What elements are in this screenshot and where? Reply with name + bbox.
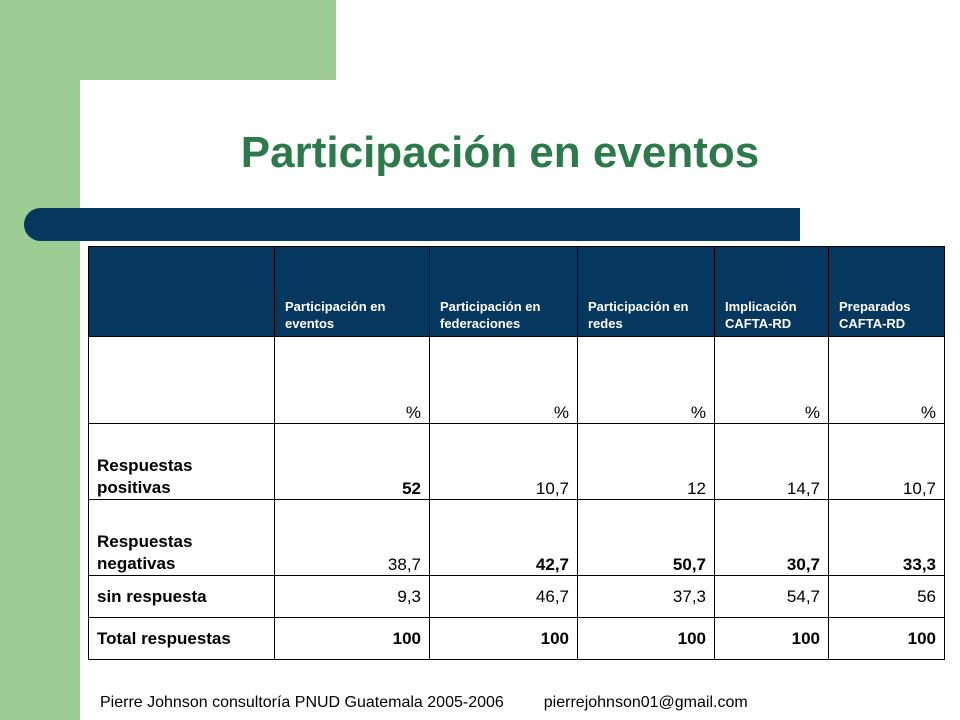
table-cell: 33,3 — [828, 499, 945, 577]
table-cell: 52 — [274, 422, 430, 501]
table-row: Respuestas negativas 38,7 42,7 50,7 30,7… — [88, 499, 945, 577]
row-label: sin respuesta — [88, 575, 275, 619]
table-cell: % — [429, 336, 578, 424]
table-row: sin respuesta 9,3 46,7 37,3 54,7 56 — [88, 575, 945, 619]
table-cell: 54,7 — [714, 575, 829, 619]
footer-credit: Pierre Johnson consultoría PNUD Guatemal… — [100, 694, 504, 711]
table-cell: % — [828, 336, 945, 424]
table-cell: 10,7 — [429, 422, 578, 501]
table-cell — [88, 336, 275, 424]
table-cell: 10,7 — [828, 422, 945, 501]
table-cell: % — [577, 336, 715, 424]
header-participacion-redes: Participación en redes — [577, 246, 715, 337]
row-label: Total respuestas — [88, 617, 275, 660]
table-cell: 12 — [577, 422, 715, 501]
table-cell: 14,7 — [714, 422, 829, 501]
table-cell: 9,3 — [274, 575, 430, 619]
table-cell: 46,7 — [429, 575, 578, 619]
header-participacion-eventos: Participación en eventos — [274, 246, 430, 337]
footer-email: pierrejohnson01@gmail.com — [543, 694, 748, 711]
row-label: Respuestas positivas — [88, 422, 275, 501]
table-cell: % — [274, 336, 430, 424]
decor-green-side — [0, 0, 80, 720]
table-cell: % — [714, 336, 829, 424]
table-cell: 100 — [828, 617, 945, 660]
slide-footer: Pierre Johnson consultoría PNUD Guatemal… — [100, 694, 748, 712]
table-cell: 30,7 — [714, 499, 829, 577]
table-cell: 50,7 — [577, 499, 715, 577]
table-cell: 37,3 — [577, 575, 715, 619]
participation-table: Participación en eventos Participación e… — [88, 246, 945, 660]
table-cell: 100 — [714, 617, 829, 660]
header-preparados-cafta: Preparados CAFTA-RD — [828, 246, 945, 337]
table-cell: 42,7 — [429, 499, 578, 577]
table-row: Total respuestas 100 100 100 100 100 — [88, 617, 945, 660]
table-cell: 100 — [274, 617, 430, 660]
table-cell: 56 — [828, 575, 945, 619]
header-participacion-federaciones: Participación en federaciones — [429, 246, 578, 337]
header-corner-cell — [88, 246, 275, 337]
table-row-units: % % % % % — [88, 336, 945, 424]
table-row: Respuestas positivas 52 10,7 12 14,7 10,… — [88, 422, 945, 501]
title-underline-bar — [24, 208, 800, 241]
row-label: Respuestas negativas — [88, 499, 275, 577]
slide-title: Participación en eventos — [240, 128, 760, 177]
table-cell: 100 — [429, 617, 578, 660]
table-cell: 38,7 — [274, 499, 430, 577]
table-cell: 100 — [577, 617, 715, 660]
header-implicacion-cafta: Implicación CAFTA-RD — [714, 246, 829, 337]
table-header-row: Participación en eventos Participación e… — [88, 246, 945, 337]
